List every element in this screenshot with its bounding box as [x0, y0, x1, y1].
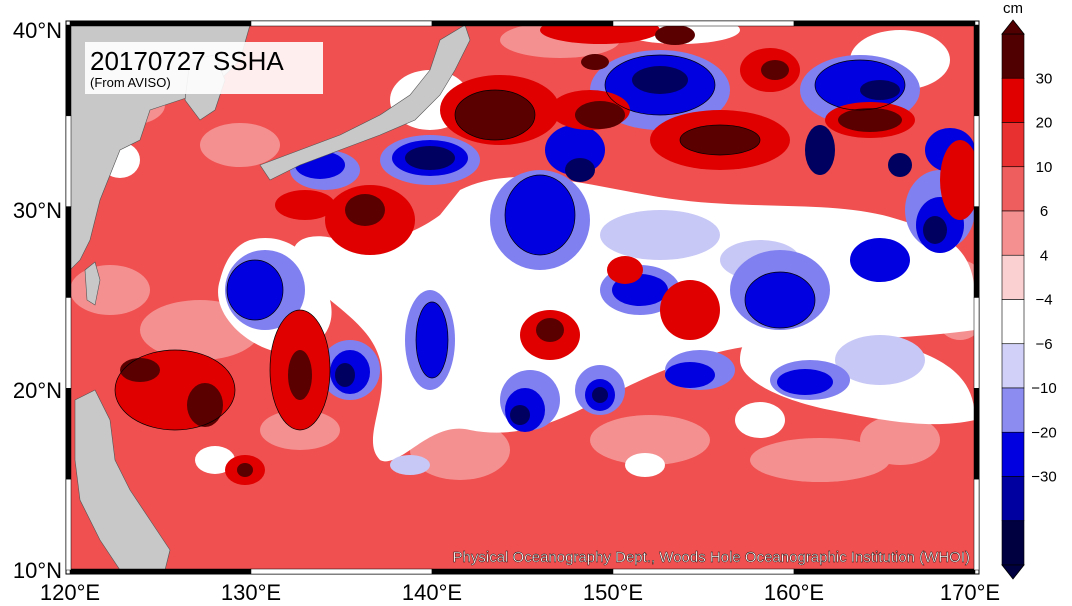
x-tick-label: 150°E: [583, 580, 643, 605]
anomaly-negative-extreme: [335, 66, 947, 425]
y-axis: 10°N 20°N 30°N 40°N: [13, 18, 62, 583]
colorbar-label: −20: [1031, 424, 1056, 441]
colorbar-cell: [1001, 476, 1025, 522]
frame-segment: [250, 20, 433, 27]
frame-segment: [612, 20, 795, 27]
colorbar-cell: [1001, 254, 1025, 300]
colorbar-cell: [1001, 210, 1025, 256]
y-tick-label: 10°N: [13, 558, 62, 583]
x-tick-label: 170°E: [940, 580, 1000, 605]
colorbar-cell: [1001, 122, 1025, 168]
frame-segment: [973, 115, 980, 207]
y-tick-label: 20°N: [13, 378, 62, 403]
frame-segment: [973, 297, 980, 389]
y-tick-label: 30°N: [13, 198, 62, 223]
land-taiwan: [84, 261, 101, 306]
colorbar-label: −10: [1031, 380, 1056, 397]
title-box: 20170727 SSHA (From AVISO): [85, 42, 323, 94]
colorbar-arrow-bottom: [1001, 564, 1025, 580]
x-tick-label: 120°E: [40, 580, 100, 605]
x-axis: 120°E 130°E 140°E 150°E 160°E 170°E: [40, 580, 1000, 605]
colorbar-label: −6: [1035, 336, 1052, 353]
frame-segment: [431, 568, 614, 575]
colorbar-arrow-top: [1001, 19, 1025, 35]
colorbar-label: 20: [1036, 115, 1053, 132]
colorbar-label: 30: [1036, 70, 1053, 87]
frame-segment: [973, 206, 980, 298]
anomaly-positive-extreme: [120, 25, 902, 477]
frame-segment: [65, 388, 72, 480]
frame-segment: [973, 478, 980, 571]
contour-lines: [114, 54, 906, 431]
frame-segment: [612, 568, 795, 575]
frame-segment: [65, 297, 72, 389]
colorbar-cell: [1001, 33, 1025, 79]
colorbar-label: 10: [1036, 159, 1053, 176]
frame-segment: [65, 24, 72, 117]
land-japan: [259, 25, 471, 181]
colorbar-cell: [1001, 431, 1025, 477]
y-tick-label: 40°N: [13, 18, 62, 43]
frame-segment: [973, 24, 980, 117]
frame-segment: [69, 20, 252, 27]
frame-segment: [793, 20, 976, 27]
frame-segment: [431, 20, 614, 27]
colorbar-cell: [1001, 343, 1025, 389]
frame-segment: [69, 568, 252, 575]
frame-segment: [65, 206, 72, 298]
colorbar-label: 6: [1040, 203, 1048, 220]
colorbar-cell: [1001, 387, 1025, 433]
frame-segment: [793, 568, 976, 575]
frame-segment: [973, 388, 980, 480]
x-tick-label: 140°E: [402, 580, 462, 605]
colorbar-unit: cm: [1003, 0, 1023, 17]
x-tick-label: 130°E: [221, 580, 281, 605]
credit-text: Physical Oceanography Dept., Woods Hole …: [453, 549, 970, 566]
map-area: [70, 25, 975, 570]
colorbar-cell: [1001, 520, 1025, 566]
colorbar-label: −4: [1035, 292, 1052, 309]
map-frame: [65, 20, 980, 575]
colorbar-label: 4: [1040, 247, 1048, 264]
land-philippines: [74, 389, 171, 570]
map-subtitle: (From AVISO): [90, 75, 171, 90]
frame-segment: [65, 115, 72, 207]
colorbar-cell: [1001, 299, 1025, 345]
frame-segment: [65, 478, 72, 571]
map-title: 20170727 SSHA: [90, 46, 284, 76]
x-tick-label: 160°E: [764, 580, 824, 605]
frame-segment: [250, 568, 433, 575]
colorbar-label: −30: [1031, 469, 1056, 486]
colorbar: cm 30 20 10 6 4 −4 −6 −10 −20 −30: [1001, 0, 1057, 580]
colorbar-cell: [1001, 77, 1025, 123]
colorbar-cell: [1001, 166, 1025, 212]
